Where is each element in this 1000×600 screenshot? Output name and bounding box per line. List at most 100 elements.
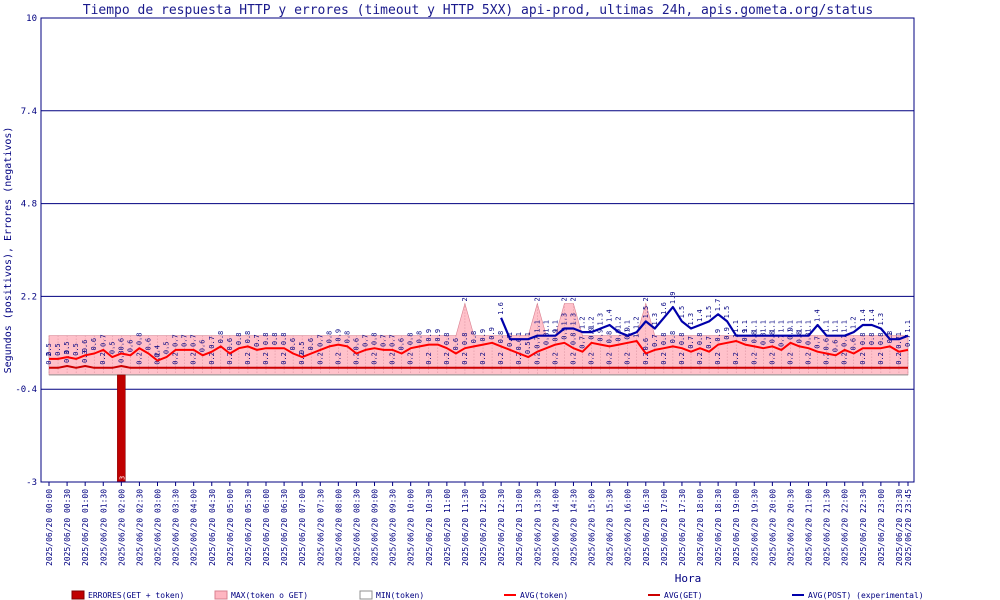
point-value-label: 0.2: [696, 352, 704, 365]
point-value-label: 0.6: [117, 338, 125, 351]
legend-item: AVG(GET): [648, 591, 703, 600]
legend-item: MAX(token o GET): [214, 590, 308, 600]
point-value-label: 0.2: [99, 352, 107, 365]
x-tick-label: 2025/06/20 00:30: [63, 489, 72, 566]
point-value-label: 0.2: [805, 352, 813, 365]
point-value-label: 0.8: [461, 332, 469, 345]
point-value-label: 0.7: [190, 334, 198, 347]
y-tick-label: 2.2: [21, 292, 37, 302]
point-value-label: 1.1: [533, 320, 541, 333]
point-value-label: 0.2: [732, 352, 740, 365]
point-value-label: 1.4: [606, 309, 614, 322]
x-tick-label: 2025/06/20 15:30: [606, 489, 615, 566]
point-value-label: 1.3: [877, 313, 885, 326]
point-value-label: 1.2: [615, 316, 623, 329]
point-value-label: 0.5: [108, 341, 116, 354]
point-value-label: 1.7: [714, 299, 722, 312]
point-value-label: 1.4: [859, 309, 867, 322]
legend-item: MIN(token): [359, 590, 424, 600]
point-value-label: 0.6: [823, 338, 831, 351]
point-value-label: 0.8: [759, 332, 767, 345]
point-value-label: 0.9: [560, 327, 568, 340]
point-value-label: 0.7: [99, 334, 107, 347]
point-value-label: 0.3: [81, 350, 89, 363]
point-value-label: 0.2: [334, 352, 342, 365]
point-value-label: 0.8: [805, 332, 813, 345]
x-tick-label: 2025/06/20 23:45: [904, 489, 913, 566]
point-value-label: 0.7: [389, 334, 397, 347]
peak-value-label: 2: [533, 297, 541, 301]
series-line-3: [49, 340, 909, 362]
point-value-label: 0.2: [371, 352, 379, 365]
point-value-label: 0.8: [325, 331, 333, 344]
x-tick-label: 2025/06/20 01:30: [99, 489, 108, 566]
x-tick-label: 2025/06/20 10:00: [407, 489, 416, 566]
point-value-label: 0.7: [208, 336, 216, 349]
x-tick-label: 2025/06/20 15:00: [588, 489, 597, 566]
point-value-label: 0.2: [154, 352, 162, 365]
x-tick-label: 2025/06/20 14:30: [569, 489, 578, 566]
point-value-label: 0.8: [470, 331, 478, 344]
point-value-label: 0.6: [144, 338, 152, 351]
x-tick-label: 2025/06/20 02:00: [117, 489, 126, 566]
point-value-label: 0.7: [904, 334, 912, 347]
y-tick-label: 10: [26, 14, 37, 24]
x-tick-label: 2025/06/20 09:00: [371, 489, 380, 566]
point-value-label: 1.4: [868, 309, 876, 322]
point-value-label: 0.8: [868, 332, 876, 345]
peak-value-label: 2: [560, 297, 568, 301]
point-value-label: 1.5: [705, 306, 713, 319]
point-value-label: 0.2: [298, 352, 306, 365]
point-value-label: 0.8: [407, 332, 415, 345]
point-value-label: 0.2: [624, 352, 632, 365]
point-value-label: 1.1: [832, 320, 840, 333]
point-value-label: 0.2: [389, 352, 397, 365]
point-value-label: 0.6: [352, 338, 360, 351]
chart-marks: 30.2 0.3 0.3 0.2 0.3 0.2 0.2 0.2 0.2 0.2 0.2 0.2 0.2…: [45, 291, 912, 483]
point-value-label: 0.6: [515, 338, 523, 351]
point-value-label: 0.9: [714, 329, 722, 342]
point-value-label: 0.7: [172, 334, 180, 347]
point-value-label: 0.7: [181, 334, 189, 347]
x-tick-label: 2025/06/20 05:30: [244, 489, 253, 566]
peak-value-label: 2: [642, 297, 650, 301]
point-value-label: 1.1: [805, 320, 813, 333]
point-value-label: 0.6: [850, 338, 858, 351]
point-value-label: 0.6: [81, 340, 89, 353]
x-tick-label: 2025/06/20 05:00: [226, 489, 235, 566]
point-value-label: 0.5: [72, 343, 80, 356]
x-tick-label: 2025/06/20 23:30: [895, 489, 904, 566]
error-bar: [117, 374, 126, 483]
point-value-label: 0.2: [135, 352, 143, 365]
point-value-label: 0.9: [479, 329, 487, 342]
point-value-label: 0.8: [235, 332, 243, 345]
point-value-label: 1.1: [841, 320, 849, 333]
point-value-label: 1.1: [759, 320, 767, 333]
y-tick-label: 4.8: [21, 200, 37, 210]
y-tick-label: 7.4: [21, 107, 37, 117]
point-value-label: 1.1: [768, 320, 776, 333]
point-value-label: 0.2: [750, 352, 758, 365]
legend-label: MIN(token): [376, 591, 424, 600]
point-value-label: 0.9: [425, 329, 433, 342]
x-tick-label: 2025/06/20 17:30: [678, 489, 687, 566]
point-value-label: 0.2: [316, 352, 324, 365]
point-value-label: 0.5: [63, 341, 71, 354]
x-tick-label: 2025/06/20 12:00: [479, 489, 488, 566]
error-bar-label: 3: [118, 476, 126, 480]
point-value-label: 1: [524, 332, 532, 336]
point-value-label: 0.9: [624, 327, 632, 340]
point-value-label: 1.2: [633, 316, 641, 329]
x-tick-label: 2025/06/20 19:00: [732, 489, 741, 566]
point-value-label: 0.8: [886, 331, 894, 344]
x-tick-label: 2025/06/20 04:00: [190, 489, 199, 566]
legend-label: ERRORES(GET + token): [88, 591, 184, 600]
point-value-label: 0.8: [678, 332, 686, 345]
point-value-label: 0.2: [877, 352, 885, 365]
x-tick-label: 2025/06/20 18:00: [696, 489, 705, 566]
y-tick-label: -3: [26, 478, 37, 488]
point-value-label: 0.2: [823, 352, 831, 365]
point-value-label: 0.7: [533, 336, 541, 349]
grid: [41, 17, 914, 483]
